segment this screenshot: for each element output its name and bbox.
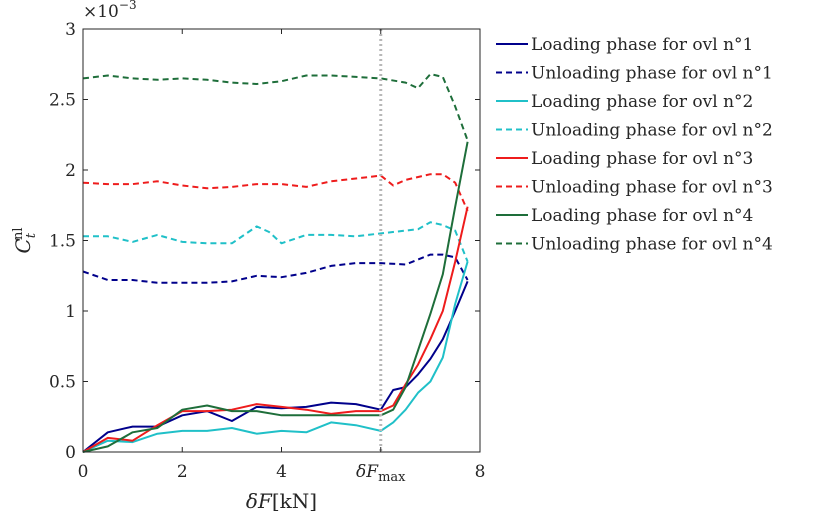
axes-box	[82, 28, 481, 453]
legend-label-6: Unloading phase for ovl n°3	[531, 178, 773, 198]
y-tick-label: 1.5	[49, 232, 76, 252]
series-line-6	[82, 173, 469, 212]
series-line-8	[82, 73, 469, 141]
series-line-5	[82, 206, 469, 453]
y-exponent-label: ×10−3	[83, 0, 137, 22]
y-axis-label: Ctnl	[11, 227, 39, 253]
series-line-7	[82, 141, 469, 453]
y-tick-label: 3	[65, 20, 76, 40]
legend-label-7: Loading phase for ovl n°4	[531, 206, 753, 226]
x-axis-label: δF[kN]	[246, 489, 317, 513]
legend: Loading phase for ovl n°1 Unloading phase…	[496, 35, 773, 255]
legend-label-2: Unloading phase for ovl n°1	[531, 64, 773, 84]
series-line-1	[82, 281, 469, 453]
ticks-layer: 0 2 4 δFmax 8 0 0.5 1 1.5 2 2.5 3	[49, 20, 485, 485]
series-line-2	[82, 253, 469, 284]
y-tick-label: 2	[65, 161, 76, 181]
series-layer	[82, 73, 469, 453]
y-tick-label: 0	[65, 443, 76, 463]
legend-label-3: Loading phase for ovl n°2	[531, 92, 753, 112]
x-tick-label: 0	[78, 462, 89, 482]
series-line-4	[83, 221, 469, 262]
legend-label-5: Loading phase for ovl n°3	[531, 149, 753, 169]
y-tick-label: 2.5	[49, 91, 76, 111]
legend-label-4: Unloading phase for ovl n°2	[531, 121, 773, 141]
legend-label-8: Unloading phase for ovl n°4	[531, 235, 773, 255]
x-tick-label: 2	[177, 462, 188, 482]
x-tick-label: 8	[475, 462, 486, 482]
series-line-3	[82, 261, 469, 453]
x-tick-label: δFmax	[356, 462, 406, 485]
y-tick-label: 1	[65, 302, 76, 322]
y-tick-label: 0.5	[49, 373, 76, 393]
legend-label-1: Loading phase for ovl n°1	[531, 35, 753, 55]
x-tick-label: 4	[276, 462, 287, 482]
